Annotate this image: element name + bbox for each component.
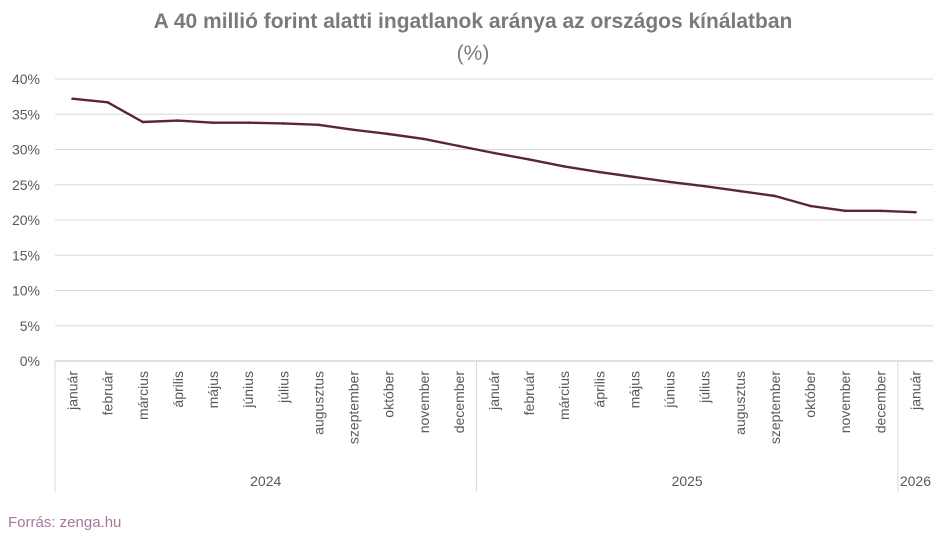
x-tick-label: december	[451, 371, 467, 434]
x-tick-label: április	[591, 371, 607, 408]
data-point	[141, 120, 145, 124]
x-tick-label: október	[802, 371, 818, 418]
data-point	[773, 194, 777, 198]
data-point	[246, 121, 250, 125]
y-tick-label: 15%	[12, 247, 40, 263]
x-tick-label: március	[556, 371, 572, 420]
y-tick-label: 10%	[12, 283, 40, 299]
data-point	[914, 210, 917, 214]
data-point	[492, 151, 496, 155]
data-point	[527, 158, 531, 161]
x-tick-label: július	[697, 371, 713, 404]
x-tick-label: december	[872, 371, 888, 434]
x-tick-label: június	[240, 371, 256, 409]
x-tick-label: július	[275, 371, 291, 404]
data-point	[703, 184, 707, 188]
x-tick-label: március	[135, 371, 151, 420]
series-layer	[71, 97, 917, 214]
chart-subtitle: (%)	[456, 42, 490, 65]
y-tick-label: 30%	[12, 142, 40, 158]
data-point	[668, 180, 671, 184]
data-point	[422, 137, 426, 141]
x-tick-label: október	[381, 371, 397, 418]
data-point	[106, 100, 109, 104]
x-tick-label: szeptember	[346, 371, 362, 444]
x-tick-label: november	[416, 371, 432, 434]
data-point	[176, 119, 180, 122]
y-tick-label: 35%	[12, 106, 40, 122]
x-tick-label: szeptember	[767, 371, 783, 444]
x-tick-label: április	[170, 371, 186, 408]
x-tick-label: január	[65, 371, 81, 411]
x-tick-label: június	[662, 371, 678, 409]
data-point	[738, 189, 742, 193]
data-point	[843, 209, 847, 213]
x-tick-label: január	[907, 371, 923, 411]
series-line	[71, 97, 917, 214]
gridlines	[55, 78, 933, 327]
x-tick-label: február	[521, 371, 537, 416]
x-group-label: 2025	[672, 473, 703, 489]
data-point	[808, 204, 812, 208]
data-point	[633, 175, 636, 179]
x-tick-label: augusztus	[310, 371, 326, 435]
data-point	[71, 97, 74, 101]
y-tick-label: 5%	[20, 318, 40, 334]
data-point	[879, 209, 882, 213]
data-point	[317, 123, 320, 127]
x-tick-label: május	[205, 371, 221, 408]
x-tick-label: május	[626, 371, 642, 408]
y-axis: 0% 5% 10% 15% 20% 25% 30% 35% 40%	[12, 71, 40, 369]
y-tick-label: 40%	[12, 71, 40, 87]
data-point	[387, 132, 390, 136]
x-tick-label: február	[100, 371, 116, 416]
data-point	[352, 128, 355, 132]
x-group-label: 2024	[250, 473, 281, 489]
x-axis: január február március április május június jú…	[54, 360, 933, 492]
chart-title: A 40 millió forint alatti ingatlanok ará…	[153, 10, 793, 33]
x-tick-label: január	[486, 371, 502, 411]
data-point	[457, 144, 461, 148]
x-group-label: 2026	[900, 473, 931, 489]
x-tick-label: augusztus	[732, 371, 748, 435]
source-note: Forrás: zenga.hu	[8, 514, 122, 531]
data-point	[562, 165, 566, 168]
data-point	[281, 122, 285, 125]
y-tick-label: 0%	[20, 353, 40, 369]
data-point	[211, 121, 215, 125]
y-tick-label: 20%	[12, 212, 40, 228]
x-tick-label: november	[837, 371, 853, 434]
y-tick-label: 25%	[12, 177, 40, 193]
data-point	[598, 170, 601, 174]
